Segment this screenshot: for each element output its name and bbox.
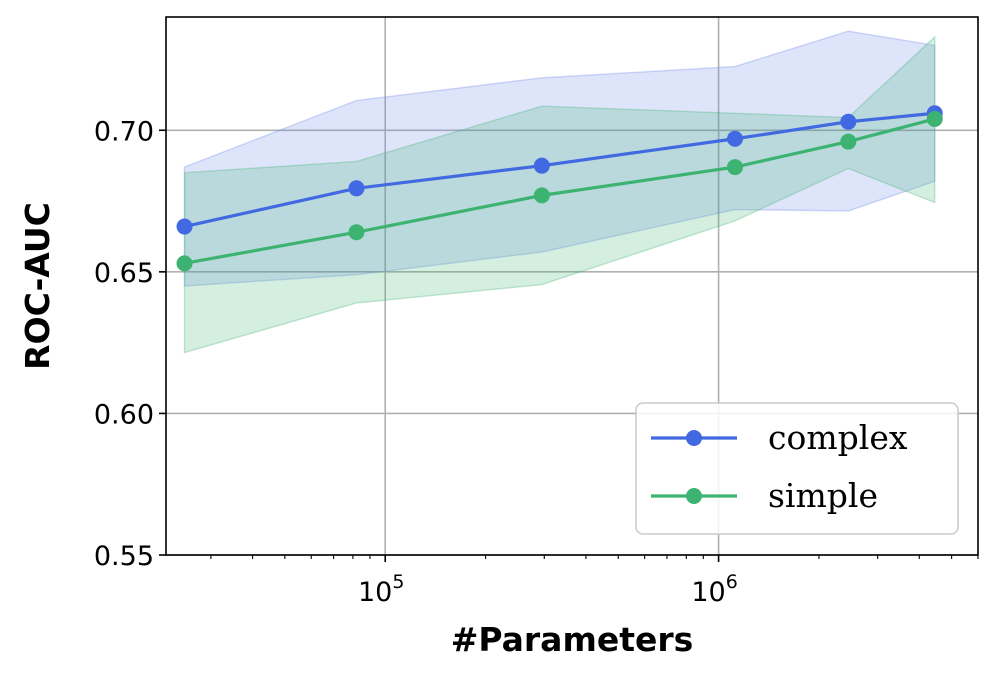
legend-marker-complex — [686, 430, 702, 446]
confidence-band-simple — [183, 35, 936, 354]
x-tick-base: 10 — [358, 577, 392, 608]
data-point-simple — [176, 255, 193, 272]
y-axis-title: ROC-AUC — [18, 202, 57, 370]
y-tick-label: 0.55 — [94, 541, 154, 572]
data-point-simple — [533, 187, 550, 204]
x-tick-exponent: 6 — [726, 571, 738, 593]
series-line-complex — [184, 111, 935, 229]
series-line-simple — [184, 117, 936, 265]
series-lines — [184, 111, 936, 265]
confidence-band-complex — [183, 30, 936, 287]
legend: complex simple — [635, 402, 959, 535]
data-point-complex — [176, 218, 193, 235]
x-axis-title: #Parameters — [451, 620, 694, 659]
legend-label: simple — [768, 476, 878, 515]
confidence-bands — [183, 30, 936, 354]
legend-marker-simple — [686, 488, 702, 504]
legend-label: complex — [768, 418, 908, 457]
data-point-complex — [348, 180, 365, 197]
y-tick-label: 0.60 — [94, 399, 154, 430]
y-tick-label: 0.65 — [94, 258, 154, 289]
legend-box — [635, 402, 959, 535]
data-point-simple — [840, 133, 857, 150]
x-tick-label: 105 — [358, 571, 404, 608]
data-point-complex — [840, 113, 857, 130]
data-point-simple — [348, 224, 365, 241]
x-tick-base: 10 — [691, 577, 725, 608]
data-point-complex — [533, 157, 550, 174]
plot-frame — [165, 16, 979, 556]
y-tick-label: 0.70 — [94, 116, 154, 147]
series-points — [176, 105, 943, 272]
data-point-simple — [926, 110, 943, 127]
data-point-complex — [726, 130, 743, 147]
data-point-simple — [726, 159, 743, 176]
x-tick-exponent: 5 — [392, 571, 404, 593]
x-tick-label: 106 — [691, 571, 737, 608]
